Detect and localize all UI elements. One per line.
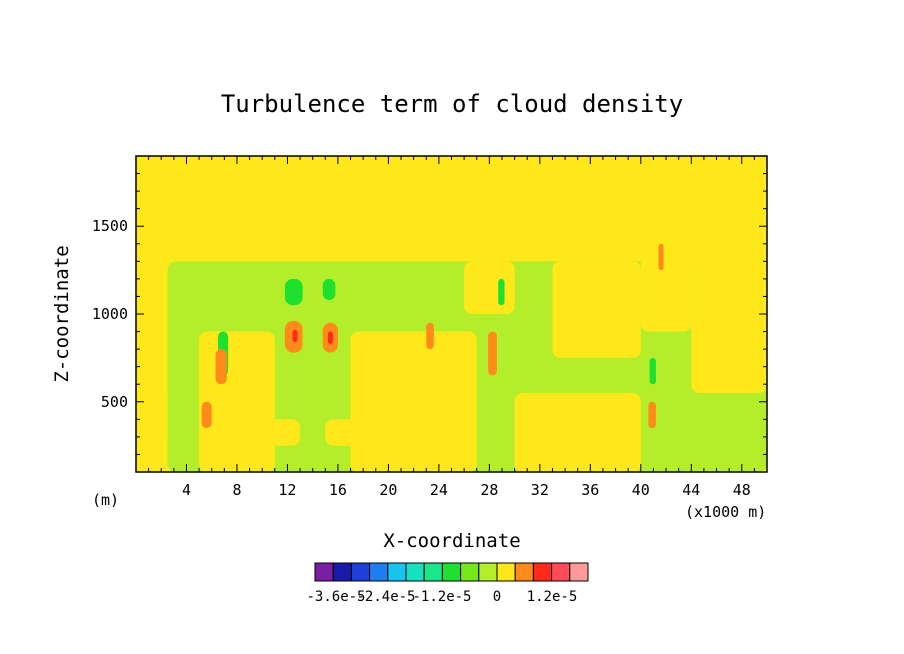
contour-region — [464, 261, 515, 314]
colorbar-swatch — [496, 562, 516, 582]
contour-field — [136, 156, 768, 472]
colorbar-swatch — [460, 562, 480, 582]
colorbar-swatch — [532, 562, 553, 582]
contour-region — [249, 419, 301, 446]
contour-region — [426, 322, 434, 350]
colorbar-label: 1.2e-5 — [527, 589, 578, 605]
colorbar-swatch — [478, 562, 498, 582]
contour-region — [498, 278, 505, 306]
colorbar-swatch — [569, 562, 589, 582]
contour-region — [215, 349, 227, 385]
x-tick-label: 12 — [278, 481, 296, 499]
contour-region — [199, 331, 275, 472]
x-unit-left: (m) — [92, 491, 119, 509]
chart-title: Turbulence term of cloud density — [221, 90, 683, 118]
contour-region — [292, 329, 298, 343]
x-tick-label: 8 — [232, 481, 241, 499]
colorbar-swatch — [551, 562, 571, 582]
x-tick-label: 4 — [182, 481, 191, 499]
x-tick-label: 24 — [430, 481, 448, 499]
colorbar: -3.6e-5-2.4e-5-1.2e-5 0 1.2e-5 — [306, 562, 589, 605]
contour-region — [350, 331, 477, 472]
contour-region — [325, 419, 364, 446]
colorbar-swatch — [514, 562, 534, 582]
colorbar-swatch — [405, 562, 425, 582]
contour-region — [488, 331, 497, 376]
y-tick-label: 1000 — [92, 305, 128, 323]
colorbar-swatch — [387, 562, 407, 582]
x-tick-label: 36 — [581, 481, 599, 499]
colorbar-label: -3.6e-5 — [306, 589, 365, 605]
colorbar-label: -2.4e-5 — [356, 589, 415, 605]
x-axis-label: X-coordinate — [383, 530, 520, 552]
colorbar-label: 0 — [493, 589, 501, 605]
colorbar-label: -1.2e-5 — [412, 589, 471, 605]
x-tick-label: 20 — [379, 481, 397, 499]
colorbar-swatch — [369, 562, 389, 582]
contour-region — [552, 261, 641, 358]
contour-region — [691, 156, 767, 393]
x-tick-label: 48 — [733, 481, 751, 499]
contour-region — [322, 278, 336, 300]
x-unit-right: (x1000 m) — [685, 503, 766, 521]
y-tick-label: 500 — [101, 393, 128, 411]
contour-region — [284, 278, 303, 306]
x-tick-label: 32 — [531, 481, 549, 499]
contour-region — [648, 401, 656, 429]
contour-region — [327, 331, 333, 344]
colorbar-swatch — [332, 562, 352, 582]
x-tick-label: 28 — [480, 481, 498, 499]
colorbar-swatch — [423, 562, 443, 582]
x-tick-label: 40 — [632, 481, 650, 499]
x-tick-label: 44 — [682, 481, 700, 499]
x-tick-label: 16 — [329, 481, 347, 499]
y-axis-label: Z-coordinate — [51, 245, 73, 382]
contour-region — [640, 156, 692, 332]
contour-region — [658, 243, 664, 271]
y-tick-label: 1500 — [92, 217, 128, 235]
colorbar-swatch — [350, 562, 371, 582]
contour-region — [136, 384, 168, 446]
contour-region — [649, 357, 656, 385]
colorbar-swatch — [314, 562, 334, 582]
contour-region — [514, 393, 641, 472]
colorbar-swatch — [441, 562, 462, 582]
contour-region — [201, 401, 212, 429]
